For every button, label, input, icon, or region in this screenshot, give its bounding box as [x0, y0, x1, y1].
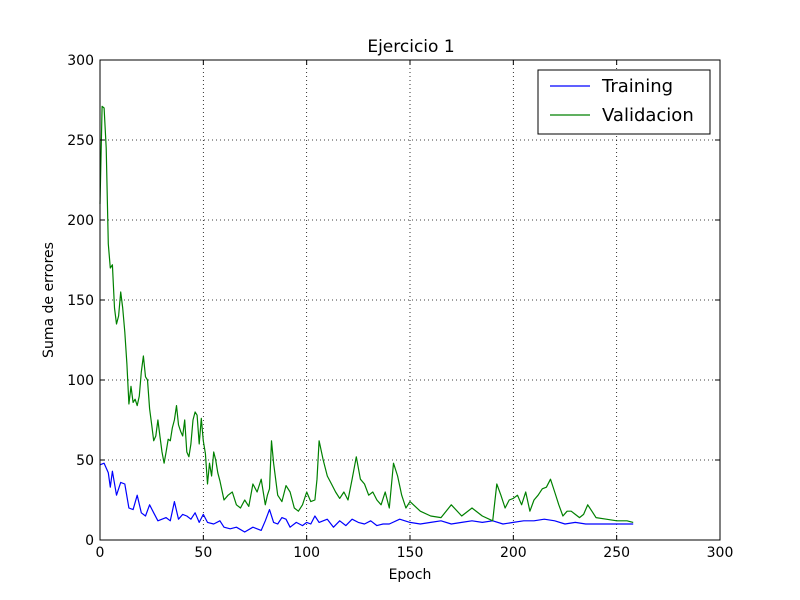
x-axis-label: Epoch: [389, 567, 432, 583]
tick-labels: 0 50 100 150 200 250 300 0 50 100 150 200 250 300: [67, 53, 733, 561]
plot-frame: [99, 59, 721, 541]
x-tick-label: 50: [194, 545, 212, 561]
legend-box: [537, 69, 711, 135]
y-tick-label: 0: [85, 533, 94, 549]
grid-lines: [100, 60, 720, 540]
x-tick-label: 150: [397, 545, 424, 561]
y-axis-label: Suma de errores: [41, 242, 57, 358]
x-tick-label: 250: [603, 545, 630, 561]
y-tick-label: 250: [67, 133, 94, 149]
legend: Training Validacion: [537, 69, 711, 135]
y-tick-label: 200: [67, 213, 94, 229]
series-line-validacion: [99, 105, 634, 523]
legend-label-training: Training: [601, 76, 673, 97]
legend-label-validacion: Validacion: [602, 105, 694, 126]
x-tick-label: 100: [293, 545, 320, 561]
series-lines: [99, 105, 634, 533]
x-tick-label: 0: [96, 545, 105, 561]
y-tick-label: 300: [67, 53, 94, 69]
chart-title: Ejercicio 1: [367, 37, 454, 57]
y-tick-label: 100: [67, 373, 94, 389]
y-tick-label: 150: [67, 293, 94, 309]
y-tick-label: 50: [76, 453, 94, 469]
x-tick-label: 200: [500, 545, 527, 561]
x-tick-label: 300: [707, 545, 734, 561]
